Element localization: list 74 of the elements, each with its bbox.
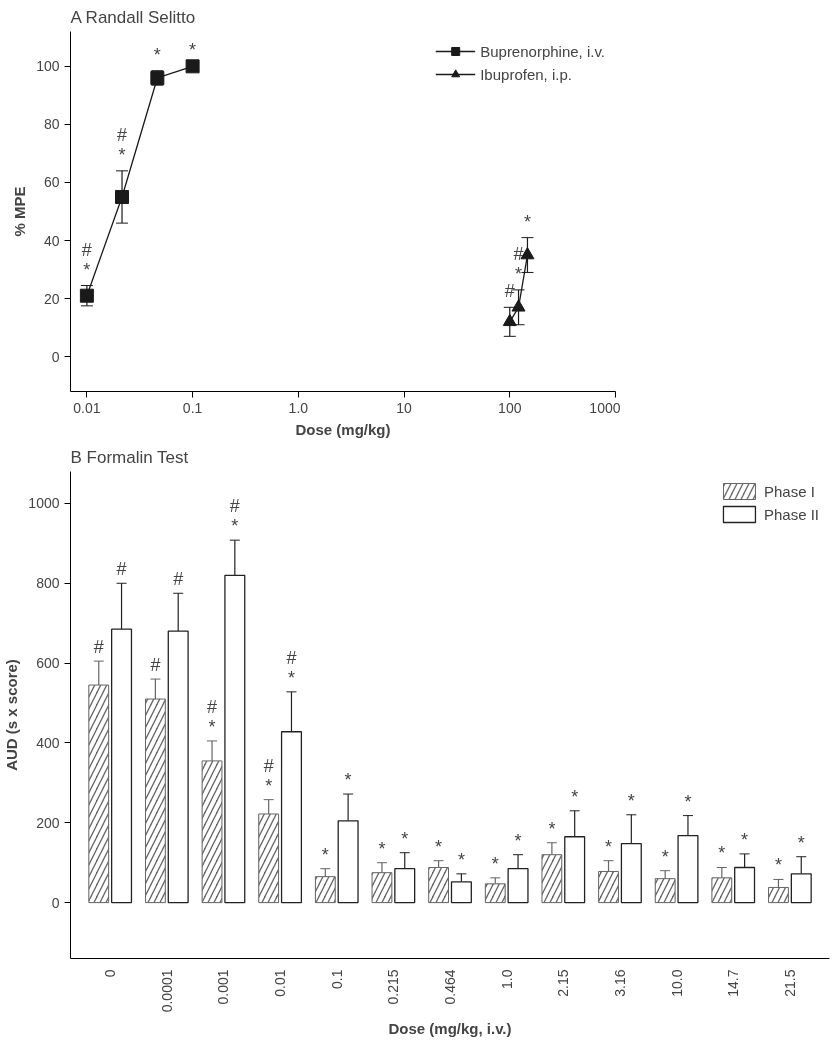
y-tick-label: 1000 [28, 495, 60, 512]
data-label: * [378, 838, 386, 859]
data-label: * [741, 829, 749, 850]
data-label: # * [263, 755, 274, 796]
x-tick-label: 2.15 [555, 969, 572, 997]
x-axis-title: Dose (mg/kg) [295, 420, 391, 438]
x-tick-label: 0.215 [385, 969, 402, 1005]
y-tick-label: 600 [36, 655, 60, 672]
x-tick-label: 1000 [589, 399, 621, 416]
data-label: * [321, 844, 329, 865]
y-tick-label: 800 [36, 575, 60, 592]
data-label: # * [207, 696, 218, 737]
y-axis-title: % MPE [11, 186, 29, 237]
legend-label: Ibuprofen, i.p. [480, 65, 572, 83]
data-label: * [514, 830, 522, 851]
y-tick-label: 20 [43, 290, 60, 307]
y-tick-label: 400 [36, 734, 60, 751]
x-tick-label: 10 [396, 399, 413, 416]
data-label: * [627, 790, 635, 811]
x-tick-label: 0.464 [442, 969, 458, 1005]
data-label: * [605, 836, 613, 857]
data-label: # [150, 655, 161, 676]
x-tick-label: 0 [102, 969, 119, 978]
x-tick-label: 14.7 [725, 969, 742, 997]
data-label: * [684, 791, 692, 812]
data-label: # * [229, 496, 240, 537]
data-label: * [189, 40, 197, 61]
y-tick-label: 80 [43, 116, 60, 133]
data-label: * [661, 846, 669, 867]
y-tick-label: 200 [36, 814, 60, 831]
x-tick-label: 10.0 [668, 969, 685, 997]
data-label: # [93, 637, 104, 658]
data-label: # [504, 281, 515, 302]
x-tick-label: 100 [498, 399, 522, 416]
chart-title: A Randall Selitto [70, 7, 196, 27]
y-tick-label: 0 [51, 894, 60, 911]
data-label: * [548, 818, 556, 839]
legend-label: Buprenorphine, i.v. [480, 42, 605, 60]
data-label: * [571, 786, 579, 807]
y-tick-label: 0 [51, 348, 60, 365]
y-tick-label: 40 [43, 232, 60, 249]
data-label: * [797, 832, 805, 853]
y-axis-title: AUD (s x score) [3, 659, 21, 771]
x-tick-label: 21.5 [781, 969, 798, 997]
x-tick-label: 0.1 [182, 399, 203, 416]
data-label: * [344, 770, 352, 791]
x-tick-label: 0.01 [73, 399, 101, 416]
data-label: * [491, 853, 499, 874]
data-label: * [401, 828, 409, 849]
x-axis-title: Dose (mg/kg, i.v.) [388, 1020, 512, 1038]
data-label: * [457, 849, 465, 870]
x-tick-label: 3.16 [611, 969, 628, 997]
x-tick-label: 0.1 [328, 969, 345, 989]
x-tick-label: 1.0 [288, 399, 309, 416]
data-label: # [116, 559, 127, 580]
data-label: # * [117, 124, 128, 165]
data-label: # * [513, 243, 524, 284]
chart-title: B Formalin Test [70, 447, 189, 467]
data-label: * [153, 44, 161, 65]
legend-label: Phase I [763, 482, 815, 500]
y-tick-label: 100 [36, 58, 60, 75]
y-tick-label: 60 [43, 174, 60, 191]
data-label: * [718, 843, 726, 864]
data-label: * [523, 211, 531, 232]
data-label: * [435, 836, 443, 857]
x-tick-label: 1.0 [498, 969, 515, 989]
data-label: # * [286, 647, 297, 688]
x-tick-label: 0.0001 [158, 969, 175, 1013]
data-label: * [774, 855, 782, 876]
x-tick-label: 0.001 [215, 969, 232, 1005]
data-label: # [173, 569, 184, 590]
legend-label: Phase II [763, 505, 819, 523]
x-tick-label: 0.01 [272, 969, 289, 997]
data-label: # * [81, 239, 92, 280]
